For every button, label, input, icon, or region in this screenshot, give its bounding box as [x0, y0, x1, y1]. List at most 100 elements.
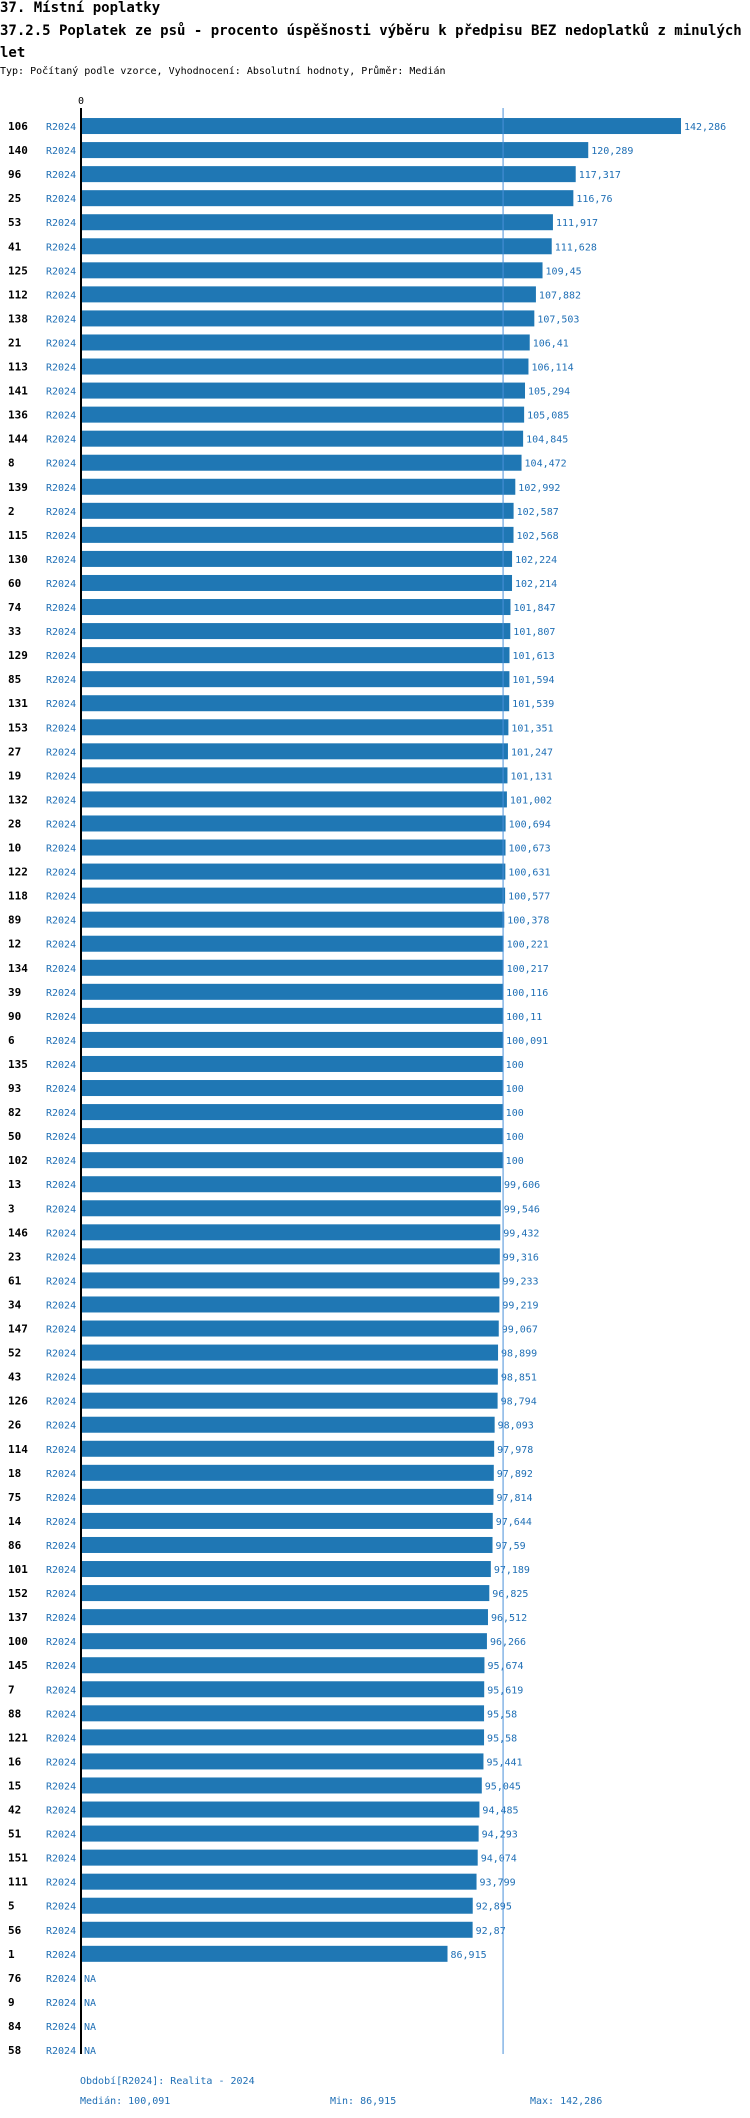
data-label: NA — [84, 2022, 96, 2033]
bar — [81, 1272, 500, 1289]
category-label: 39 — [8, 986, 21, 999]
bar — [81, 1368, 498, 1385]
category-label: 82 — [8, 1106, 21, 1119]
series-label: R2024 — [46, 1998, 76, 2009]
data-label: 109,45 — [546, 266, 582, 277]
bar — [81, 334, 530, 351]
series-label: R2024 — [46, 940, 76, 951]
bar — [81, 550, 513, 567]
category-label: 26 — [8, 1419, 22, 1432]
data-label: 111,917 — [556, 218, 598, 229]
series-label: R2024 — [46, 170, 76, 181]
section-title: 37. Místní poplatky — [0, 0, 161, 16]
category-label: 152 — [8, 1587, 28, 1600]
data-label: 93,799 — [480, 1878, 516, 1889]
bar — [81, 1777, 482, 1794]
series-label: R2024 — [46, 1541, 76, 1552]
series-label: R2024 — [46, 1012, 76, 1023]
bar — [81, 815, 506, 832]
data-label: 105,085 — [527, 411, 569, 422]
data-label: 111,628 — [555, 242, 597, 253]
category-label: 89 — [8, 914, 21, 927]
data-label: 120,289 — [591, 146, 633, 157]
bar — [81, 767, 508, 784]
series-label: R2024 — [46, 1733, 76, 1744]
data-label: 104,472 — [525, 459, 567, 470]
category-label: 106 — [8, 120, 28, 133]
bar — [81, 574, 513, 591]
series-label: R2024 — [46, 146, 76, 157]
data-label: 94,293 — [482, 1830, 518, 1841]
axis-zero-label: 0 — [78, 96, 84, 107]
series-label: R2024 — [46, 1685, 76, 1696]
category-label: 146 — [8, 1226, 28, 1239]
series-label: R2024 — [46, 1084, 76, 1095]
data-label: 101,247 — [511, 747, 553, 758]
series-label: R2024 — [46, 892, 76, 903]
category-label: 8 — [8, 457, 15, 470]
data-label: 102,992 — [518, 483, 560, 494]
series-label: R2024 — [46, 266, 76, 277]
data-label: 106,114 — [531, 363, 573, 374]
bar — [81, 1801, 480, 1818]
category-label: 12 — [8, 938, 21, 951]
bar — [81, 118, 681, 135]
data-label: 99,316 — [503, 1252, 539, 1263]
bar — [81, 1753, 484, 1770]
series-label: R2024 — [46, 964, 76, 975]
data-label: 99,606 — [504, 1180, 540, 1191]
category-label: 141 — [8, 385, 28, 398]
category-label: 100 — [8, 1635, 28, 1648]
bar — [81, 743, 508, 760]
series-label: R2024 — [46, 771, 76, 782]
data-label: 100 — [506, 1084, 524, 1095]
series-label: R2024 — [46, 194, 76, 205]
data-label: 102,214 — [515, 579, 557, 590]
series-label: R2024 — [46, 1926, 76, 1937]
data-label: NA — [84, 1974, 96, 1985]
series-label: R2024 — [46, 1661, 76, 1672]
category-label: 134 — [8, 962, 28, 975]
footer-median: Medián: 100,091 — [80, 2096, 171, 2107]
category-label: 2 — [8, 505, 15, 518]
data-label: 104,845 — [526, 435, 568, 446]
bar — [81, 286, 536, 303]
bar — [81, 839, 506, 856]
bar — [81, 1320, 499, 1337]
category-label: 145 — [8, 1659, 28, 1672]
bar — [81, 502, 514, 519]
category-label: 136 — [8, 409, 28, 422]
bar — [81, 166, 576, 183]
category-label: 112 — [8, 288, 28, 301]
bar — [81, 791, 507, 808]
bar — [81, 1681, 485, 1698]
bar — [81, 1296, 500, 1313]
bar — [81, 1657, 485, 1674]
category-label: 102 — [8, 1154, 28, 1167]
data-label: 142,286 — [684, 122, 726, 133]
series-label: R2024 — [46, 1709, 76, 1720]
series-label: R2024 — [46, 723, 76, 734]
data-label: 95,619 — [487, 1685, 523, 1696]
bar — [81, 454, 522, 471]
series-label: R2024 — [46, 651, 76, 662]
category-label: 144 — [8, 433, 28, 446]
data-label: 99,219 — [502, 1300, 538, 1311]
bar — [81, 1055, 503, 1072]
bar — [81, 1031, 504, 1048]
category-label: 125 — [8, 264, 28, 277]
series-label: R2024 — [46, 1252, 76, 1263]
category-label: 139 — [8, 481, 28, 494]
series-label: R2024 — [46, 1854, 76, 1865]
series-label: R2024 — [46, 1806, 76, 1817]
series-label: R2024 — [46, 916, 76, 927]
bar — [81, 599, 511, 616]
bar — [81, 526, 514, 543]
data-label: 100,673 — [509, 844, 551, 855]
data-label: 116,76 — [576, 194, 612, 205]
bar — [81, 238, 552, 255]
bar — [81, 1561, 491, 1578]
bar — [81, 1585, 490, 1602]
bar — [81, 1200, 501, 1217]
series-label: R2024 — [46, 1180, 76, 1191]
